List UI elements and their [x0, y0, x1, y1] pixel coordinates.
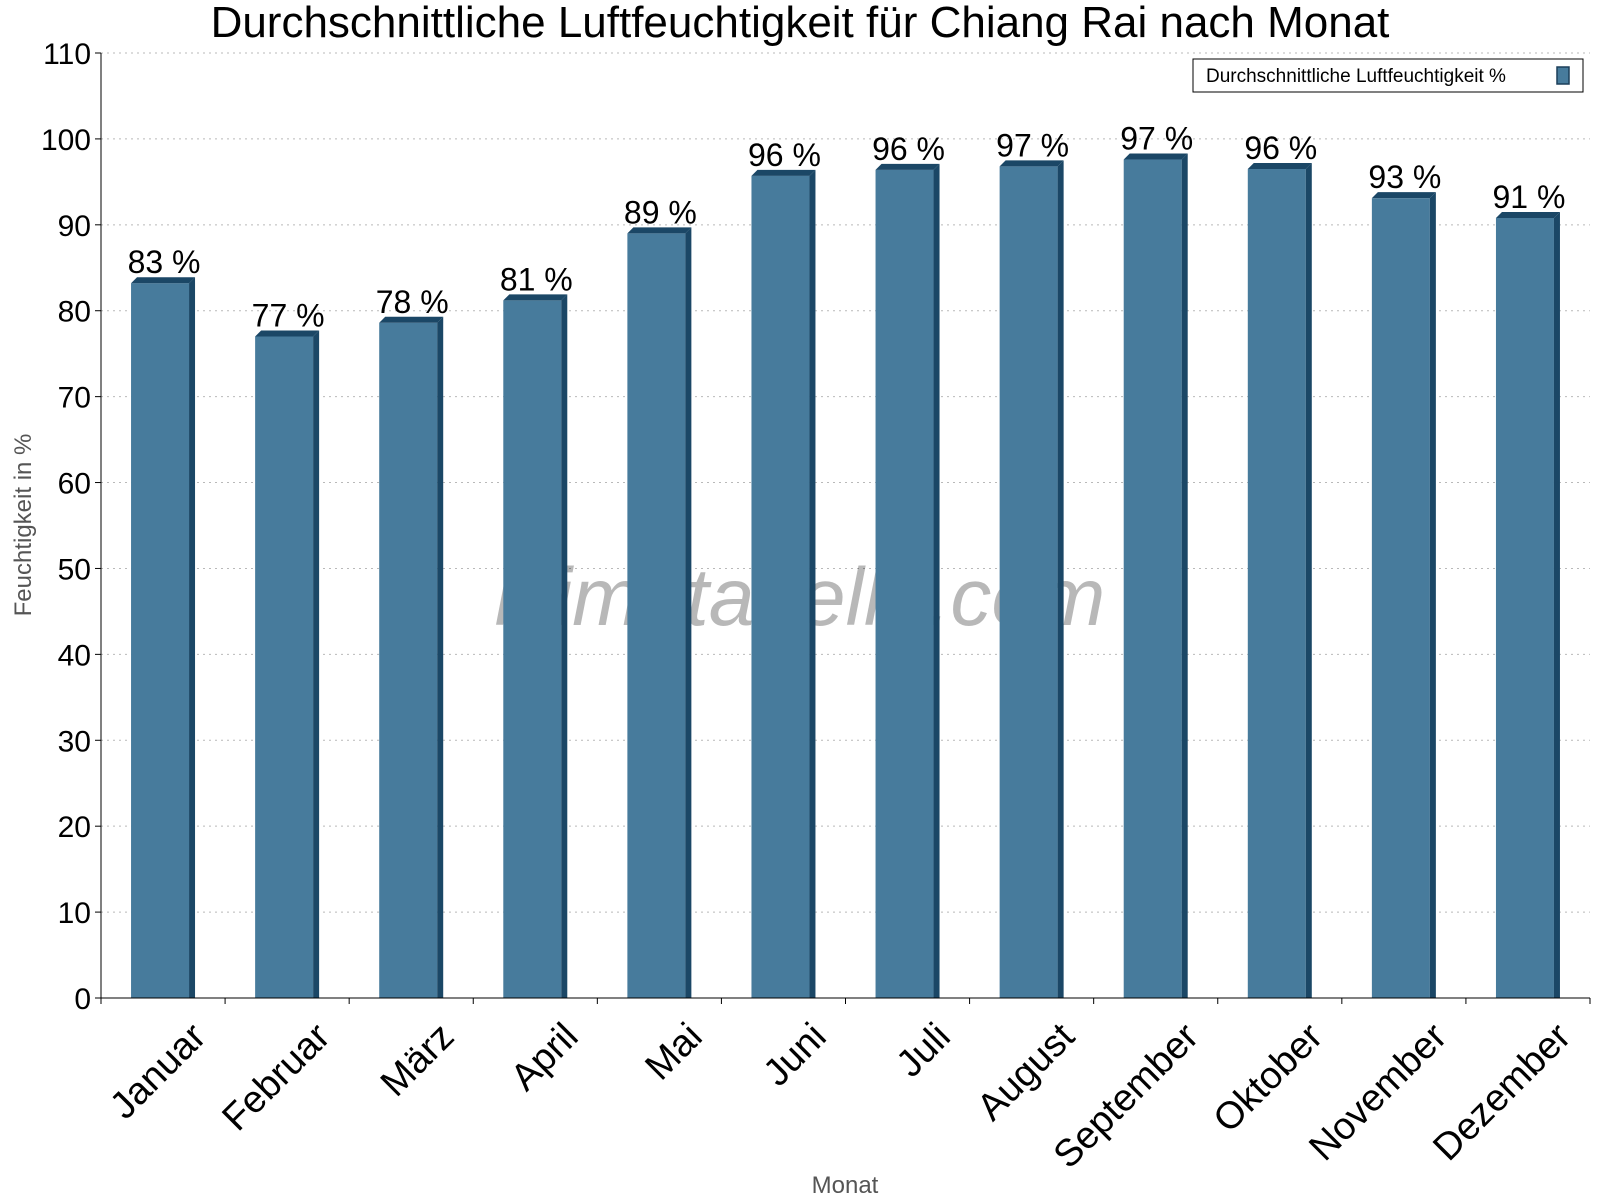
y-tick-label: 90	[58, 210, 91, 243]
y-axis-title: Feuchtigkeit in %	[10, 434, 37, 617]
bar	[1247, 168, 1306, 998]
bar	[875, 169, 934, 998]
bar-side	[1305, 162, 1312, 998]
bar	[255, 336, 314, 998]
bar-side	[809, 169, 816, 999]
legend: Durchschnittliche Luftfeuchtigkeit %	[1192, 58, 1584, 93]
x-tick-label: Februar	[215, 1015, 339, 1139]
x-tick-label: Januar	[102, 1015, 214, 1127]
x-tick-label: April	[503, 1015, 586, 1098]
data-label: 83 %	[128, 244, 201, 280]
bar-top	[1495, 211, 1560, 218]
bar-side	[1553, 211, 1560, 999]
data-label: 81 %	[500, 261, 573, 297]
x-tick-label: August	[969, 1015, 1083, 1129]
bar-top	[751, 169, 816, 176]
bar-top	[1123, 153, 1188, 160]
y-tick-label: 100	[41, 124, 91, 157]
bar-side	[1429, 192, 1436, 998]
x-tick-label: Juni	[756, 1015, 835, 1094]
x-tick-label: Juli	[889, 1015, 959, 1085]
bar	[503, 300, 562, 998]
bar-side	[189, 277, 196, 999]
bar-top	[379, 316, 444, 323]
data-label: 96 %	[872, 131, 945, 167]
y-tick-label: 0	[74, 983, 91, 1016]
y-tick-label: 40	[58, 639, 91, 672]
bars-group	[131, 153, 1560, 999]
bar-top	[1247, 162, 1312, 169]
bar-side	[313, 330, 320, 998]
data-label: 96 %	[1244, 130, 1317, 166]
y-tick-label: 80	[58, 296, 91, 329]
bar	[1123, 159, 1182, 998]
legend-label: Durchschnittliche Luftfeuchtigkeit %	[1206, 66, 1506, 87]
bar-top	[1371, 192, 1436, 199]
bar-side	[561, 294, 568, 998]
x-tick-label: Dezember	[1425, 1015, 1579, 1169]
bar	[1371, 198, 1430, 998]
bar-side	[933, 163, 940, 998]
y-tick-label: 50	[58, 553, 91, 586]
bar-top	[503, 294, 568, 301]
data-label: 97 %	[996, 127, 1069, 163]
gridlines	[101, 52, 1590, 913]
bar-side	[1057, 160, 1064, 998]
bar	[379, 322, 438, 999]
data-label: 91 %	[1492, 179, 1565, 215]
data-label: 93 %	[1368, 159, 1441, 195]
data-label: 97 %	[1120, 121, 1193, 157]
bar-top	[131, 277, 196, 284]
bar	[627, 233, 686, 999]
y-tick-label: 30	[58, 725, 91, 758]
legend-swatch	[1556, 66, 1570, 85]
data-label: 96 %	[748, 137, 821, 173]
chart-title: Durchschnittliche Luftfeuchtigkeit für C…	[211, 0, 1390, 47]
bar	[1495, 217, 1554, 999]
y-tick-label: 60	[58, 468, 91, 501]
bar-top	[255, 330, 320, 337]
x-tick-label: März	[373, 1015, 462, 1104]
bar-top	[875, 163, 940, 170]
x-tick-label: Mai	[638, 1015, 711, 1088]
data-labels: 83 % 77 % 78 % 81 % 89 % 96 % 96 % 97 % 97 % 96 %…	[128, 121, 1566, 334]
bar	[131, 283, 190, 999]
legend-box	[1192, 58, 1584, 93]
x-axis-title: Monat	[812, 1172, 879, 1199]
y-tick-label: 20	[58, 811, 91, 844]
data-label: 89 %	[624, 194, 697, 230]
bar	[999, 166, 1058, 998]
y-tick-label: 10	[58, 897, 91, 930]
y-tick-label: 110	[43, 38, 91, 71]
bar-side	[1181, 153, 1188, 998]
bar-side	[685, 227, 692, 999]
x-tick-label: Oktober	[1206, 1015, 1332, 1141]
y-tick-label: 70	[58, 382, 91, 415]
bar	[751, 175, 810, 999]
data-label: 77 %	[252, 298, 325, 334]
bar-side	[437, 316, 444, 999]
bar-top	[999, 160, 1064, 167]
bar-top	[627, 227, 692, 234]
data-label: 78 %	[376, 284, 449, 320]
